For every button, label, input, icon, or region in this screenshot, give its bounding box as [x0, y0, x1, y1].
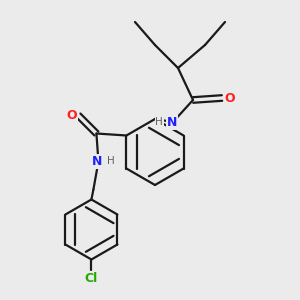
Text: N: N: [92, 155, 103, 168]
Text: H: H: [155, 117, 163, 127]
Text: O: O: [225, 92, 235, 104]
Text: O: O: [66, 109, 77, 122]
Text: H: H: [107, 157, 115, 166]
Text: N: N: [167, 116, 177, 128]
Text: Cl: Cl: [85, 272, 98, 285]
